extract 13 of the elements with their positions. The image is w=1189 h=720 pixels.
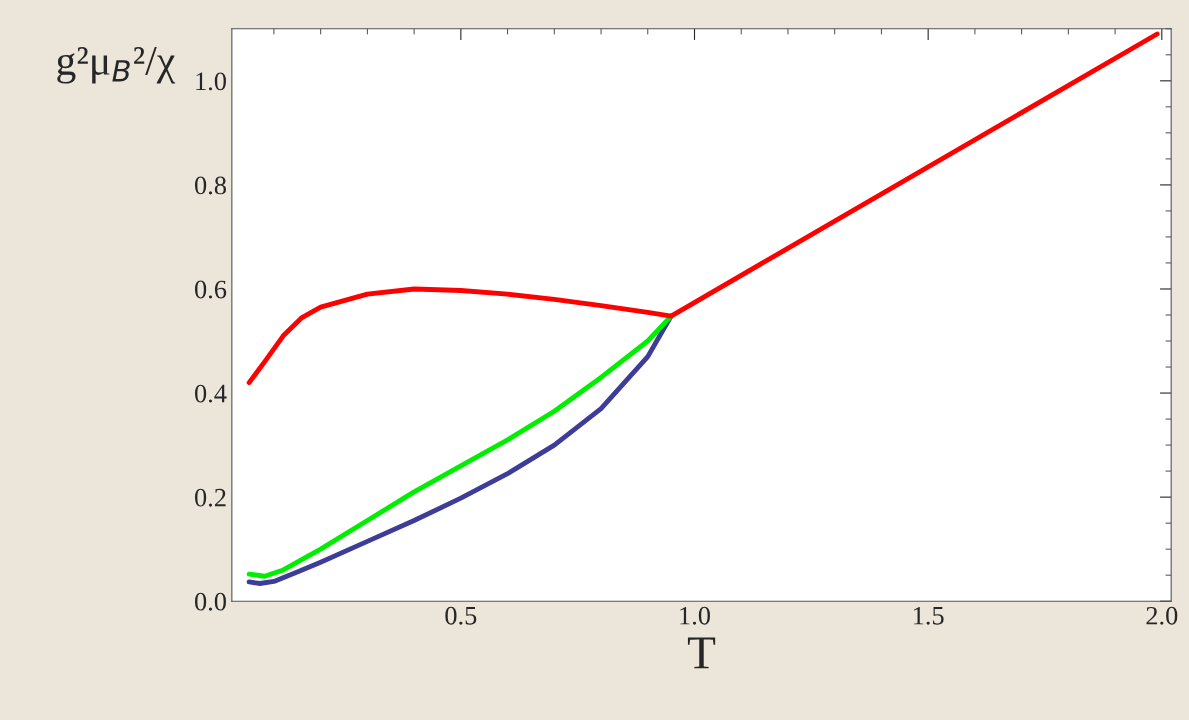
y-tick-label: 0.2 bbox=[195, 488, 226, 507]
x-tick-label: 0.5 bbox=[445, 606, 477, 625]
x-tick-label: 1.5 bbox=[913, 606, 944, 625]
x-axis-title: T bbox=[687, 637, 716, 669]
y-tick-label: 0.8 bbox=[195, 176, 226, 195]
y-tick-label: 0.6 bbox=[195, 280, 227, 299]
y-tick-label: 1.0 bbox=[196, 72, 226, 91]
y-tick-label: 0.4 bbox=[195, 384, 227, 403]
x-tick-label: 2.0 bbox=[1146, 606, 1178, 625]
line-series bbox=[246, 31, 1160, 386]
y-axis-title: g²μ$_{B}$²/χ bbox=[57, 47, 176, 84]
y-tick-label: 0.0 bbox=[195, 592, 226, 611]
x-tick-label: 1.0 bbox=[680, 606, 710, 625]
